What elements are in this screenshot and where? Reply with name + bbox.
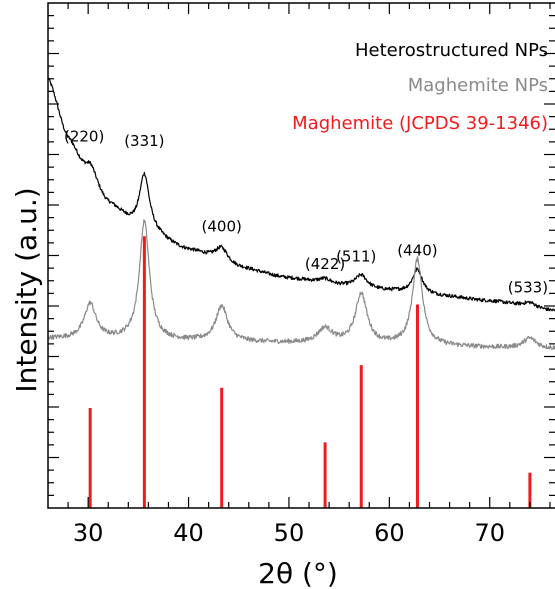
- x-tick-label: 60: [374, 519, 405, 547]
- plot-area: [48, 77, 555, 508]
- peak-label: (220): [64, 128, 104, 146]
- peak-label: (422): [305, 255, 345, 273]
- x-tick-labels: 30 40 50 60 70: [73, 519, 505, 547]
- x-tick-label: 70: [474, 519, 505, 547]
- legend: Heterostructured NPs Maghemite NPs Maghemi…: [292, 40, 548, 134]
- legend-entry: Maghemite (JCPDS 39-1346): [292, 113, 548, 134]
- reference-sticks: [88, 236, 532, 508]
- x-tick-label: 50: [274, 519, 305, 547]
- peak-label: (400): [202, 218, 242, 236]
- x-axis-title: 2θ (°): [258, 557, 338, 589]
- peak-label: (533): [508, 278, 548, 296]
- peak-label: (511): [336, 247, 376, 265]
- peak-label: (331): [124, 132, 164, 150]
- x-tick-label: 30: [73, 519, 104, 547]
- legend-entry: Heterostructured NPs: [355, 40, 548, 61]
- x-tick-label: 40: [173, 519, 204, 547]
- peak-labels: (220) (331) (400) (422)(511) (440) (533): [64, 128, 548, 297]
- peak-label: (440): [397, 242, 437, 260]
- legend-entry: Maghemite NPs: [408, 75, 548, 96]
- y-axis-title: Intensity (a.u.): [10, 187, 43, 392]
- series-maghemite-line: [48, 219, 555, 351]
- series-heterostructured-line: [48, 77, 555, 312]
- axis-ticks: [48, 3, 555, 508]
